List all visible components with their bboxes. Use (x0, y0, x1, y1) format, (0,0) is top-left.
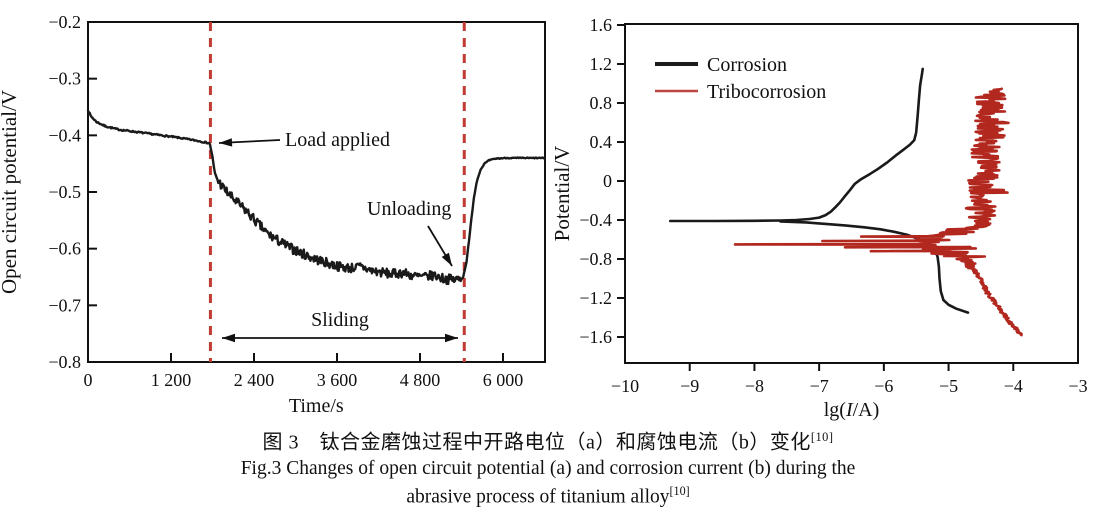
caption-chinese-ref: [10] (810, 430, 834, 444)
plot-frame-b (624, 23, 1079, 364)
unloading-arrow (427, 225, 453, 267)
y-tick-label: −1.2 (579, 288, 612, 308)
y-tick-label: −0.6 (48, 239, 81, 259)
caption-english-line1: Fig.3 Changes of open circuit potential … (0, 457, 1096, 480)
x-tick-label: 1 200 (151, 370, 192, 390)
sliding-arrow-left (222, 333, 340, 343)
y-tick-label: −0.8 (48, 352, 81, 372)
annotation-unloading: Unloading (367, 198, 451, 220)
legend-label-tribocorrosion: Tribocorrosion (707, 81, 826, 103)
chart-open-circuit-potential: 0 1 200 2 400 3 600 4 800 6 000 −0.2 −0.3 −0.4 −0… (0, 12, 546, 417)
x-tick-label: −6 (874, 376, 893, 396)
x-axis-label: Time/s (289, 395, 344, 417)
tribocorrosion-curve (733, 87, 1023, 337)
x-tick-label: −9 (680, 376, 699, 396)
y-tick-label: −0.3 (48, 69, 81, 89)
corrosion-anodic-curve (669, 67, 925, 223)
plot-frame-a (87, 21, 546, 363)
x-tick-label: 3 600 (317, 370, 358, 390)
x-tick-label: 2 400 (234, 370, 275, 390)
y-tick-label: 1.6 (590, 15, 613, 35)
caption-english-line1-text: Fig.3 Changes of open circuit potential … (240, 457, 856, 479)
y-axis-label: Open circuit potential/V (0, 90, 21, 294)
chart-polarization-curves: −10 −9 −8 −7 −6 −5 −4 −3 1.6 1.2 0.8 0.4 0 −0.4 −0.8 −1… (550, 15, 1088, 421)
x-tick-label: 6 000 (483, 370, 524, 390)
annotation-sliding: Sliding (311, 309, 369, 331)
y-tick-label: 0.8 (590, 93, 613, 113)
y-tick-label: −1.6 (579, 327, 612, 347)
caption-english-ref: [10] (669, 483, 690, 498)
caption-chinese: 图 3 钛合金磨蚀过程中开路电位（a）和腐蚀电流（b）变化[10] (0, 423, 1096, 457)
y-tick-label: −0.2 (48, 12, 81, 32)
x-tick-label: 0 (84, 370, 93, 390)
x-tick-label: −4 (1004, 376, 1023, 396)
sliding-arrow-right (340, 333, 458, 343)
legend-label-corrosion: Corrosion (707, 54, 787, 76)
x-tick-label: −7 (810, 376, 829, 396)
annotation-load-applied: Load applied (285, 129, 390, 151)
caption-english-line2-text: abrasive process of titanium alloy (406, 486, 670, 508)
y-tick-label: 0.4 (590, 132, 613, 152)
y-axis-label: Potential/V (550, 146, 574, 242)
x-tick-label: −10 (611, 376, 639, 396)
y-tick-label: 0 (603, 171, 612, 191)
ocp-curve (86, 109, 546, 286)
y-tick-label: 1.2 (590, 54, 613, 74)
y-tick-label: −0.7 (48, 295, 81, 315)
load-applied-arrow (218, 138, 281, 147)
y-tick-label: −0.5 (48, 182, 81, 202)
x-tick-label: −8 (745, 376, 764, 396)
y-tick-label: −0.4 (579, 210, 612, 230)
caption-chinese-text: 图 3 钛合金磨蚀过程中开路电位（a）和腐蚀电流（b）变化 (262, 431, 811, 454)
y-tick-label: −0.4 (48, 125, 81, 145)
caption-english-line2: abrasive process of titanium alloy[10] (0, 480, 1096, 509)
x-tick-label: −5 (939, 376, 958, 396)
y-tick-label: −0.8 (579, 249, 612, 269)
figure-captions: 图 3 钛合金磨蚀过程中开路电位（a）和腐蚀电流（b）变化[10] Fig.3 … (0, 423, 1096, 508)
x-tick-label: 4 800 (400, 370, 441, 390)
x-tick-label: −3 (1068, 376, 1087, 396)
x-axis-label: lg(I/A) (824, 399, 880, 421)
